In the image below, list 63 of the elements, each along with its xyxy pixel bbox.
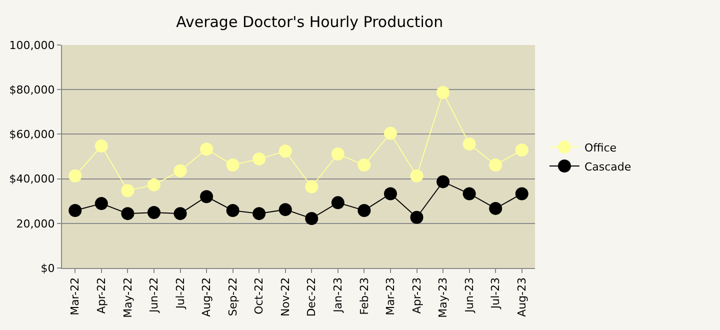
y-tick-label: $60,000 [9, 128, 55, 142]
point [436, 86, 450, 99]
point [121, 184, 134, 198]
chart-title: Average Doctor's Hourly Production [176, 13, 444, 31]
x-tick-label: Apr-22 [94, 277, 108, 314]
point [384, 126, 397, 140]
point [226, 158, 240, 172]
point [174, 207, 187, 220]
point [331, 196, 344, 210]
x-tick-label: Mar-23 [384, 277, 398, 316]
point [226, 204, 240, 217]
x-tick-label: Aug-23 [515, 277, 528, 317]
x-tick-label: Apr-23 [410, 277, 424, 314]
point [200, 190, 214, 204]
point [200, 142, 214, 156]
y-tick-label: $0 [40, 262, 55, 275]
point [278, 144, 292, 158]
x-tick-label: Sep-22 [226, 277, 240, 316]
x-tick-label: Feb-23 [358, 277, 371, 315]
point [489, 158, 502, 172]
point [462, 138, 476, 151]
point [331, 148, 344, 161]
point [410, 210, 424, 224]
x-tick-label: Mar-22 [68, 277, 82, 316]
point [515, 144, 528, 157]
x-tick-label: May-23 [436, 277, 450, 318]
point [174, 164, 187, 178]
point [147, 206, 160, 219]
point [436, 175, 450, 188]
point [94, 197, 108, 210]
point [278, 203, 292, 216]
point [410, 169, 424, 182]
x-tick-label: Jul-23 [489, 277, 502, 310]
point [252, 152, 266, 166]
y-tick-label: $40,000 [9, 172, 55, 186]
point [94, 140, 108, 153]
y-tick-label: 20,000 [16, 217, 55, 230]
legend-label: Cascade [584, 160, 632, 174]
point [358, 158, 371, 172]
point [68, 169, 82, 182]
point [462, 187, 476, 200]
x-tick-label: Jul-22 [174, 277, 187, 310]
x-tick-label: Jun-22 [148, 277, 161, 314]
x-tick-label: Aug-22 [200, 277, 214, 317]
point [252, 207, 266, 220]
x-tick-label: Nov-22 [278, 277, 292, 317]
point [68, 204, 82, 217]
x-tick-label: Jan-23 [331, 277, 344, 314]
point [121, 207, 134, 220]
point [358, 204, 371, 217]
point [305, 212, 318, 225]
point [489, 202, 502, 215]
point [515, 187, 528, 200]
y-tick-label: $80,000 [9, 83, 55, 96]
x-tick-label: Dec-22 [305, 277, 318, 317]
legend-label: Office [584, 141, 617, 154]
point [305, 180, 318, 194]
x-tick-label: May-22 [121, 277, 134, 318]
x-tick-label: Jun-23 [462, 277, 476, 314]
point [147, 178, 160, 192]
x-tick-label: Oct-22 [252, 277, 266, 314]
point [384, 187, 397, 200]
y-tick-label: 100,000 [9, 38, 55, 52]
